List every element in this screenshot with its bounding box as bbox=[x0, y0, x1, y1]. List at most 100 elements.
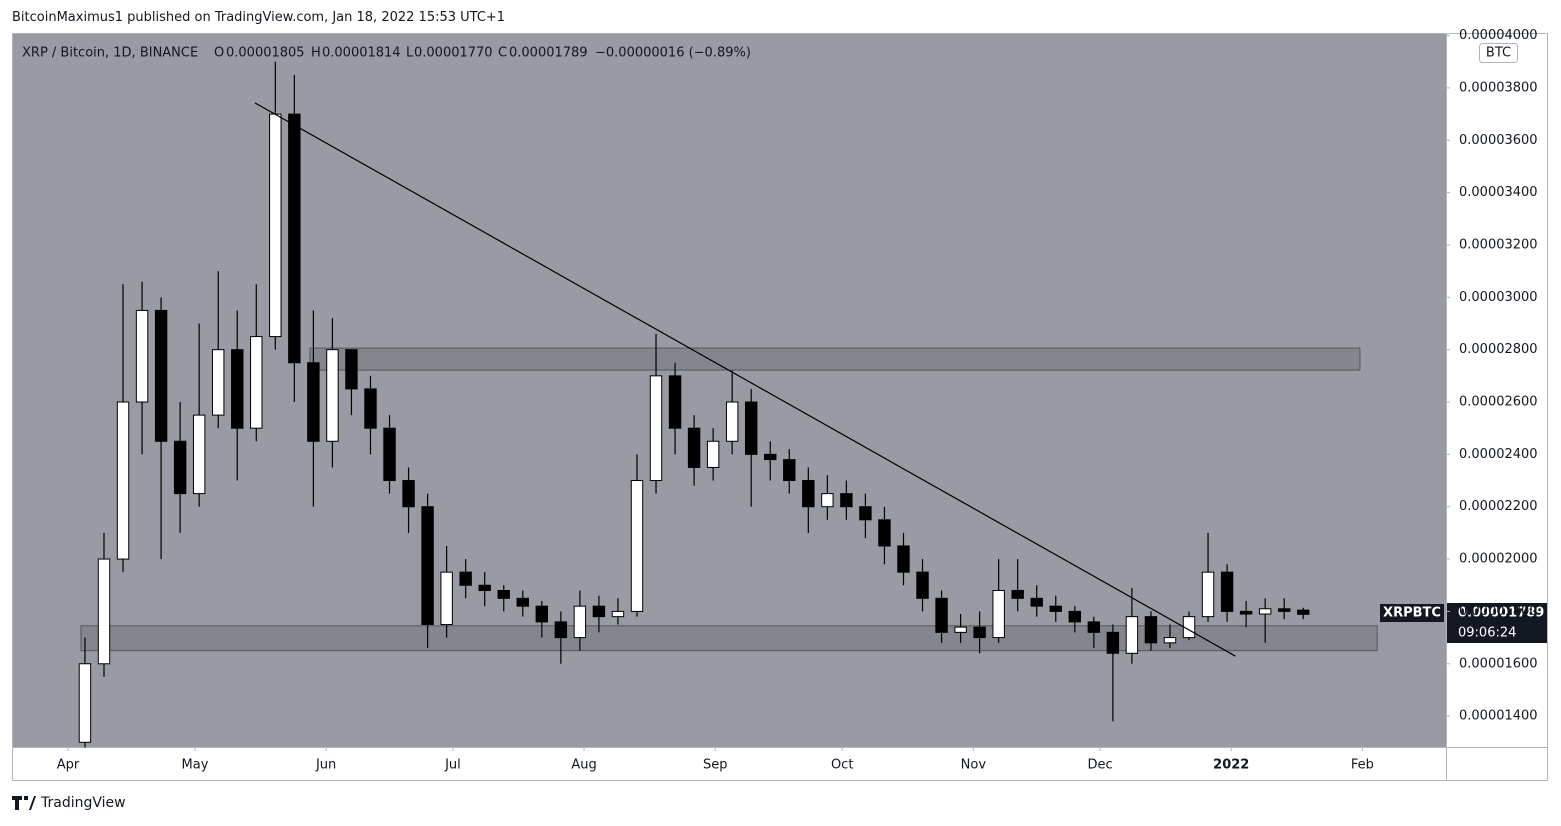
currency: BTC bbox=[1486, 46, 1511, 61]
candle-body bbox=[878, 519, 891, 547]
currency-box bbox=[1479, 43, 1518, 63]
ohlc-change: −0.00000016 (−0.89%) bbox=[595, 46, 751, 61]
candle-body bbox=[1068, 610, 1082, 623]
x-tick-label: Aug bbox=[571, 758, 596, 773]
candle-body bbox=[345, 349, 358, 390]
candle-body bbox=[1049, 605, 1062, 612]
x-tick-label: Dec bbox=[1088, 758, 1113, 773]
y-tick-label: 0.00001600 bbox=[1459, 656, 1538, 671]
candle-body bbox=[992, 589, 1005, 639]
candle-body bbox=[783, 459, 796, 482]
x-tick-label: May bbox=[182, 758, 209, 773]
byline: BitcoinMaximus1 published on TradingView… bbox=[12, 10, 506, 25]
y-tick-label: 0.00003000 bbox=[1459, 290, 1538, 305]
candle-body bbox=[307, 362, 320, 442]
trendline bbox=[254, 102, 1236, 657]
zone bbox=[80, 625, 1378, 652]
x-tick-label: Apr bbox=[57, 758, 80, 773]
candle-body bbox=[231, 349, 244, 429]
ohlc-label: L bbox=[406, 46, 414, 61]
candle-body bbox=[573, 605, 587, 639]
x-tick-label: Sep bbox=[703, 758, 728, 773]
candle-body bbox=[1011, 589, 1024, 599]
candle-body bbox=[1163, 637, 1177, 644]
candle-body bbox=[326, 349, 339, 442]
candle-body bbox=[478, 584, 491, 591]
candle-body bbox=[802, 480, 815, 508]
brand: TradingView bbox=[41, 795, 126, 811]
ohlc-label: H bbox=[311, 46, 321, 61]
candle-body bbox=[1239, 610, 1253, 615]
candle-body bbox=[1106, 631, 1120, 654]
candle-body bbox=[1144, 616, 1158, 644]
candle-body bbox=[611, 610, 625, 618]
candle-body bbox=[725, 401, 739, 442]
y-tick-label: 0.00001400 bbox=[1459, 709, 1538, 724]
candle-body bbox=[173, 440, 187, 495]
ohlc-value: 0.00001814 bbox=[322, 46, 401, 61]
chart-title: XRP / Bitcoin, 1D, BINANCE bbox=[22, 46, 198, 61]
candle-body bbox=[1125, 616, 1139, 654]
zone bbox=[309, 347, 1361, 371]
ohlc-value: 0.00001770 bbox=[414, 46, 493, 61]
y-tick-label: 0.00002600 bbox=[1459, 395, 1538, 410]
candle-body bbox=[897, 545, 910, 573]
price-tag bbox=[1447, 603, 1547, 643]
last-price: 0.00001789 bbox=[1458, 606, 1544, 621]
footer: TradingView bbox=[12, 795, 126, 811]
candle-body bbox=[706, 440, 720, 468]
candle-body bbox=[859, 506, 872, 521]
candle-body bbox=[630, 480, 644, 612]
y-tick-label: 0.00002000 bbox=[1459, 552, 1538, 567]
candle-body bbox=[1297, 609, 1310, 615]
candle-body bbox=[954, 626, 967, 633]
candle-body bbox=[649, 375, 663, 482]
candle-body bbox=[192, 414, 206, 495]
candle-body bbox=[154, 309, 168, 442]
x-tick-label: 2022 bbox=[1213, 758, 1249, 773]
x-tick-label: Feb bbox=[1351, 758, 1374, 773]
candle-body bbox=[383, 427, 396, 482]
y-tick-label: 0.00002800 bbox=[1459, 342, 1538, 357]
candle-body bbox=[402, 480, 415, 508]
countdown: 09:06:24 bbox=[1458, 626, 1516, 641]
candle-body bbox=[97, 558, 111, 665]
candle-body bbox=[1201, 571, 1215, 618]
candle-body bbox=[973, 626, 986, 639]
x-tick-label: Oct bbox=[831, 758, 853, 773]
candle-body bbox=[288, 113, 301, 364]
candle-body bbox=[687, 427, 701, 468]
y-tick-label: 0.00001800 bbox=[1459, 604, 1538, 619]
ohlc-value: 0.00001789 bbox=[509, 46, 588, 61]
candle-body bbox=[840, 493, 853, 508]
candle-body bbox=[211, 349, 225, 416]
candle-body bbox=[821, 493, 834, 508]
x-tick-label: Jul bbox=[444, 758, 461, 773]
ohlc-label: O bbox=[214, 46, 224, 61]
ohlc-label: C bbox=[498, 46, 507, 61]
candle-body bbox=[459, 571, 472, 586]
y-tick-label: 0.00003800 bbox=[1459, 80, 1538, 95]
candle-body bbox=[1030, 597, 1043, 607]
candle-body bbox=[535, 605, 549, 623]
ohlc-value: 0.00001805 bbox=[226, 46, 305, 61]
chart: XRP / Bitcoin, 1D, BINANCE O 0.00001805 … bbox=[12, 28, 1548, 781]
candle-body bbox=[935, 597, 948, 633]
symbol-label: XRPBTC bbox=[1383, 606, 1441, 621]
candle-body bbox=[250, 336, 263, 429]
candle-body bbox=[135, 309, 149, 403]
candle-body bbox=[78, 663, 92, 743]
candle-body bbox=[1258, 608, 1272, 615]
x-tick-label: Jun bbox=[315, 758, 336, 773]
candle-body bbox=[269, 113, 282, 338]
y-tick-label: 0.00003400 bbox=[1459, 185, 1538, 200]
symbol-tag bbox=[1380, 604, 1444, 622]
candle-body bbox=[440, 571, 453, 626]
candle-body bbox=[744, 401, 758, 455]
y-tick-label: 0.00002400 bbox=[1459, 447, 1538, 462]
candle-body bbox=[764, 453, 777, 461]
candle-body bbox=[116, 401, 130, 560]
candle-body bbox=[497, 589, 510, 599]
x-tick-label: Nov bbox=[961, 758, 987, 773]
